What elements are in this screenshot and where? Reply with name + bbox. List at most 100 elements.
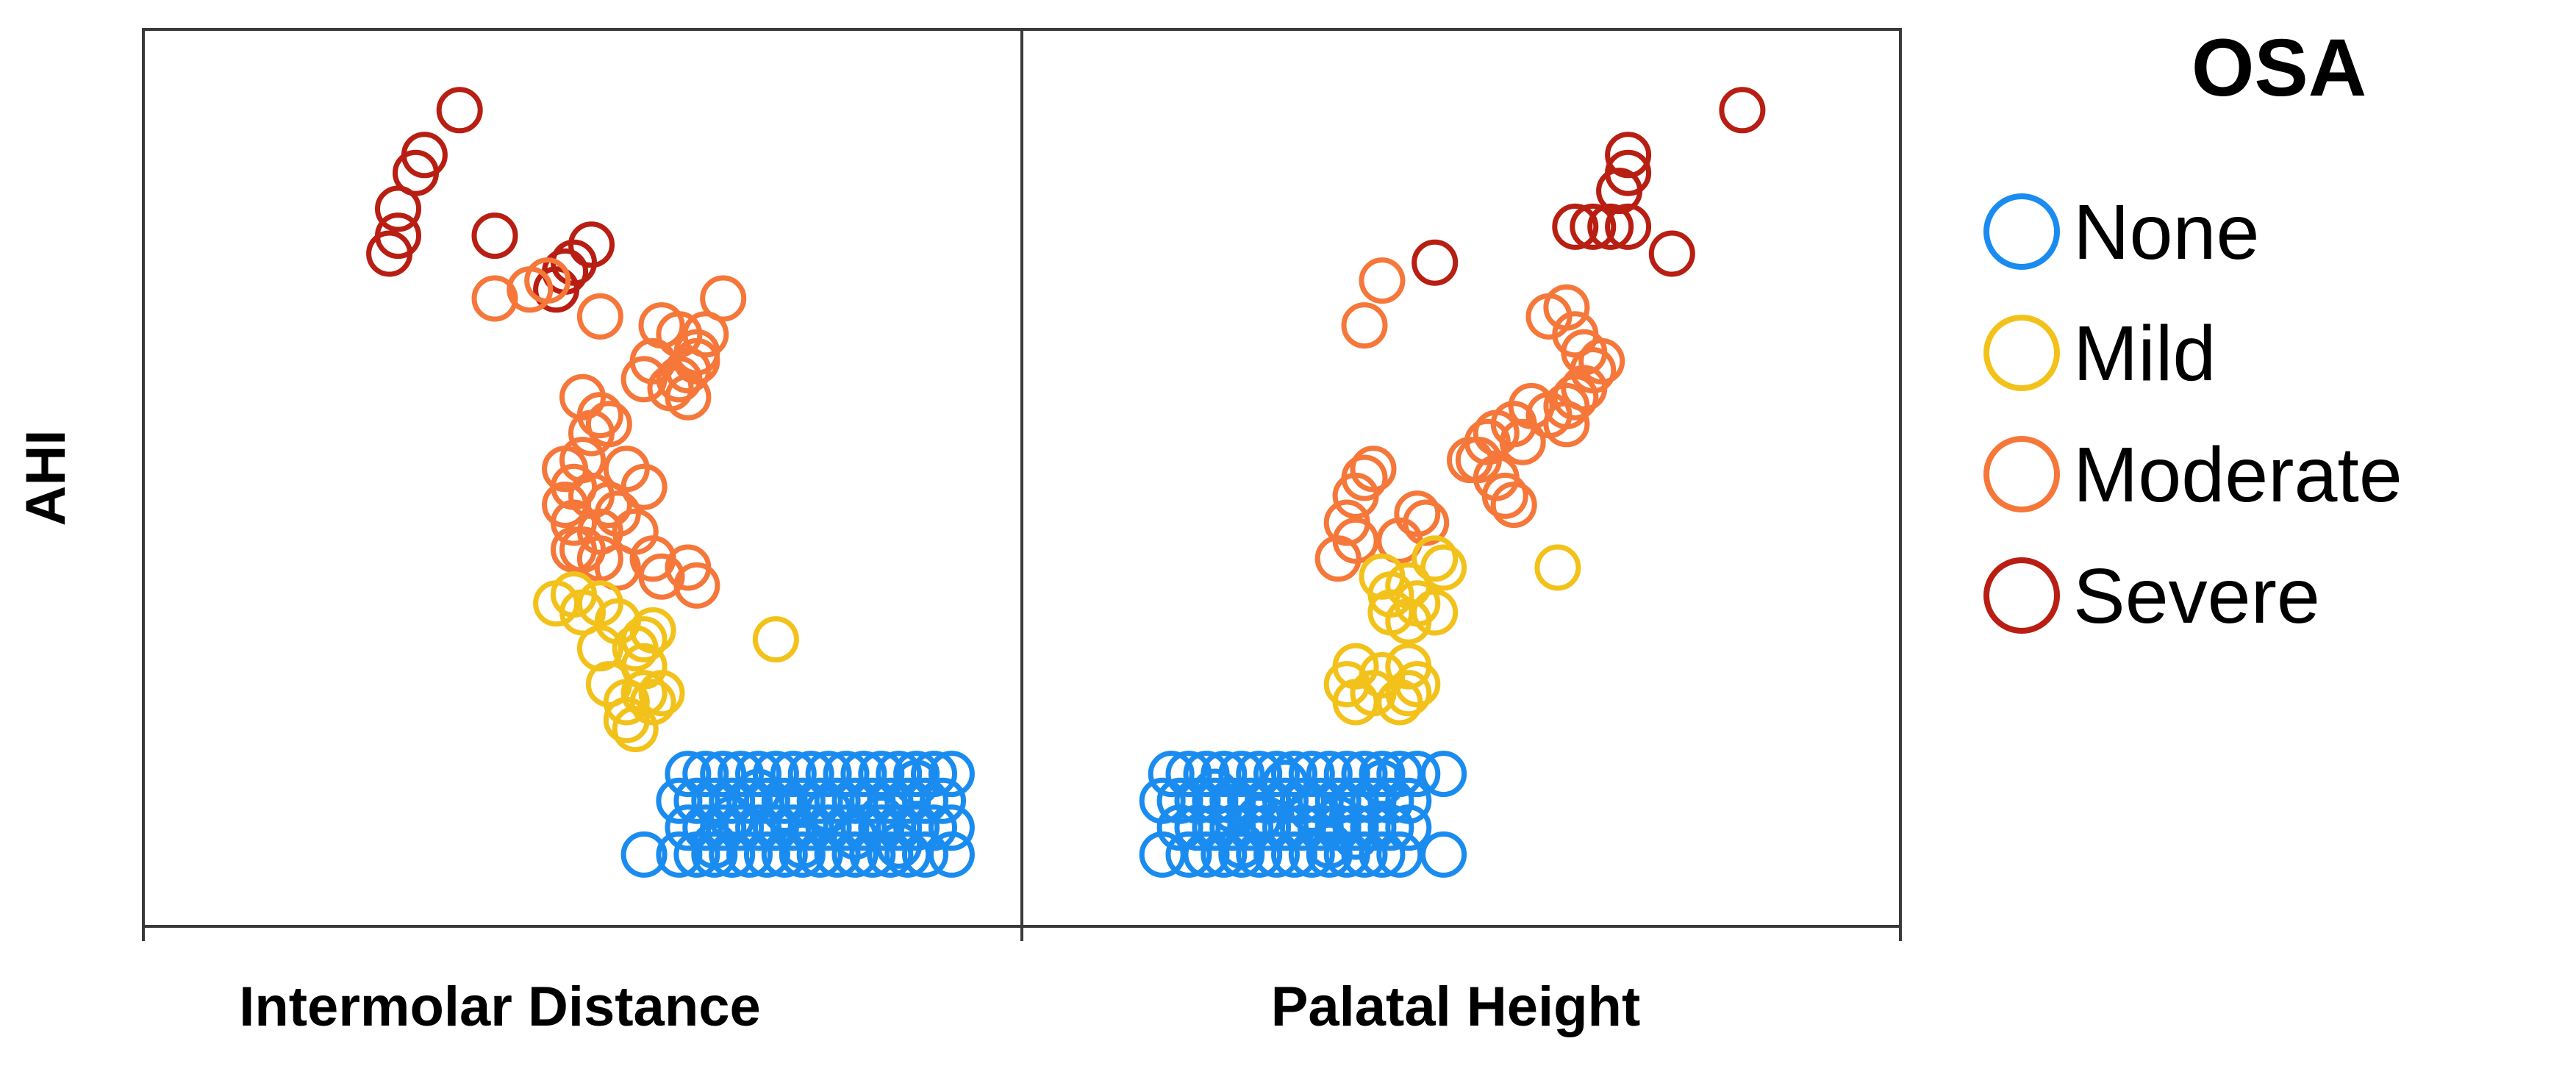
point-panel0-mild-17: [752, 616, 799, 663]
point-panel0-moderate-26: [620, 463, 668, 510]
point-panel0-none-53: [726, 831, 773, 878]
point-panel0-mild-7: [629, 607, 676, 654]
point-panel1-severe-0: [1719, 87, 1766, 134]
point-panel0-none-64: [928, 831, 975, 878]
point-panel0-none-48: [620, 831, 668, 878]
point-panel1-none-14: [1394, 751, 1441, 798]
legend-label-moderate: Moderate: [2073, 432, 2403, 518]
point-panel0-moderate-2: [524, 257, 571, 304]
legend-marker-mild: [1983, 315, 2060, 391]
point-panel1-none-58: [1376, 831, 1423, 878]
point-panel0-severe-6: [471, 212, 518, 260]
point-panel1-severe-9: [1412, 239, 1459, 286]
point-panel0-moderate-19: [585, 401, 632, 448]
point-panel0-none-0: [665, 751, 712, 798]
point-panel1-moderate-20: [1481, 472, 1528, 519]
point-panel1-severe-7: [1605, 203, 1652, 250]
point-panel0-moderate-35: [576, 535, 623, 582]
point-panel0-none-68: [779, 822, 826, 869]
legend-marker-severe: [1983, 557, 2060, 634]
point-panel0-none-63: [902, 831, 948, 878]
point-panel0-none-16: [656, 777, 703, 824]
point-panel0-moderate-3: [576, 293, 623, 340]
point-panel0-none-73: [831, 813, 879, 860]
point-panel0-moderate-39: [673, 562, 720, 609]
point-panel0-mild-16: [638, 670, 685, 717]
point-panel1-none-46: [1165, 831, 1212, 878]
point-panel0-moderate-37: [638, 553, 685, 600]
point-panel0-none-66: [805, 786, 852, 833]
point-panel1-none-66: [1262, 759, 1309, 807]
point-panel1-severe-3: [1596, 168, 1643, 215]
point-panel1-moderate-1: [1341, 302, 1388, 349]
point-panel1-none-6: [1253, 751, 1300, 798]
point-panel0-none-4: [735, 751, 781, 798]
point-panel0-moderate-7: [682, 311, 729, 358]
point-panel0-none-74: [691, 822, 738, 869]
point-panel0-none-9: [823, 751, 870, 798]
point-panel1-mild-17: [1376, 679, 1423, 726]
point-panel0-severe-2: [401, 132, 448, 179]
point-panel1-severe-6: [1587, 203, 1634, 250]
point-panel1-mild-6: [1412, 589, 1459, 636]
point-panel0-moderate-10: [700, 275, 747, 322]
point-panel1-moderate-23: [1350, 446, 1397, 493]
point-panel0-none-62: [884, 831, 931, 878]
point-panel1-severe-4: [1552, 203, 1599, 250]
point-panel0-none-71: [893, 759, 940, 807]
point-panel1-severe-8: [1648, 230, 1695, 277]
point-panel0-none-15: [928, 751, 975, 798]
x-axis-label-palatal: Palatal Height: [1271, 976, 1641, 1038]
point-panel1-moderate-26: [1314, 535, 1362, 582]
point-panel0-none-72: [761, 786, 808, 833]
point-panel1-moderate-31: [1543, 401, 1590, 448]
point-panel1-none-10: [1323, 751, 1370, 798]
point-panel1-mild-18: [1534, 544, 1581, 591]
point-panel0-none-10: [840, 751, 887, 798]
point-panel1-none-8: [1288, 751, 1335, 798]
point-panel1-none-68: [1209, 786, 1256, 833]
x-axis-label-intermolar: Intermolar Distance: [239, 976, 761, 1038]
point-panel1-mild-16: [1385, 670, 1432, 717]
point-panel1-moderate-28: [1394, 490, 1441, 537]
legend-title: OSA: [2192, 23, 2366, 113]
legend-label-severe: Severe: [2073, 553, 2320, 640]
point-panel1-mild-4: [1420, 544, 1467, 591]
point-panel1-moderate-29: [1403, 499, 1450, 546]
point-panel0-none-24: [796, 777, 843, 824]
legend-marker-moderate: [1983, 436, 2060, 512]
point-panel1-moderate-30: [1490, 482, 1537, 529]
legend-label-none: None: [2073, 189, 2259, 276]
point-panel0-none-1: [682, 751, 729, 798]
point-panel1-none-0: [1148, 751, 1195, 798]
y-axis-label: AHI: [15, 430, 77, 526]
point-panel0-moderate-0: [471, 275, 518, 322]
point-panel1-none-5: [1236, 751, 1283, 798]
point-panel1-none-43: [1367, 804, 1414, 851]
palatal-panel-points: [1139, 87, 1766, 878]
point-panel1-none-59: [1420, 831, 1467, 878]
point-panel0-none-25: [814, 777, 861, 824]
point-panel1-none-67: [1314, 795, 1362, 843]
point-panel0-moderate-15: [656, 356, 703, 403]
point-panel0-none-69: [876, 822, 923, 869]
point-panel1-none-62: [1288, 786, 1335, 833]
intermolar-panel-points: [366, 87, 975, 878]
point-panel1-severe-2: [1605, 132, 1652, 179]
point-panel0-moderate-32: [542, 482, 589, 529]
point-panel0-none-59: [831, 831, 879, 878]
point-panel1-none-7: [1271, 751, 1317, 798]
legend-label-mild: Mild: [2073, 310, 2216, 397]
point-panel0-severe-5: [375, 212, 421, 260]
point-panel1-none-69: [1306, 822, 1353, 869]
point-panel1-mild-3: [1412, 535, 1459, 582]
legend-marker-none: [1983, 193, 2060, 270]
point-panel0-severe-3: [375, 185, 421, 232]
point-panel1-severe-5: [1570, 203, 1617, 250]
point-panel1-none-44: [1385, 804, 1432, 851]
point-panel1-moderate-22: [1341, 454, 1388, 501]
point-panel0-none-8: [805, 751, 852, 798]
point-panel0-moderate-33: [551, 526, 597, 573]
point-panel0-mild-6: [620, 616, 668, 663]
point-panel1-none-47: [1183, 831, 1230, 878]
